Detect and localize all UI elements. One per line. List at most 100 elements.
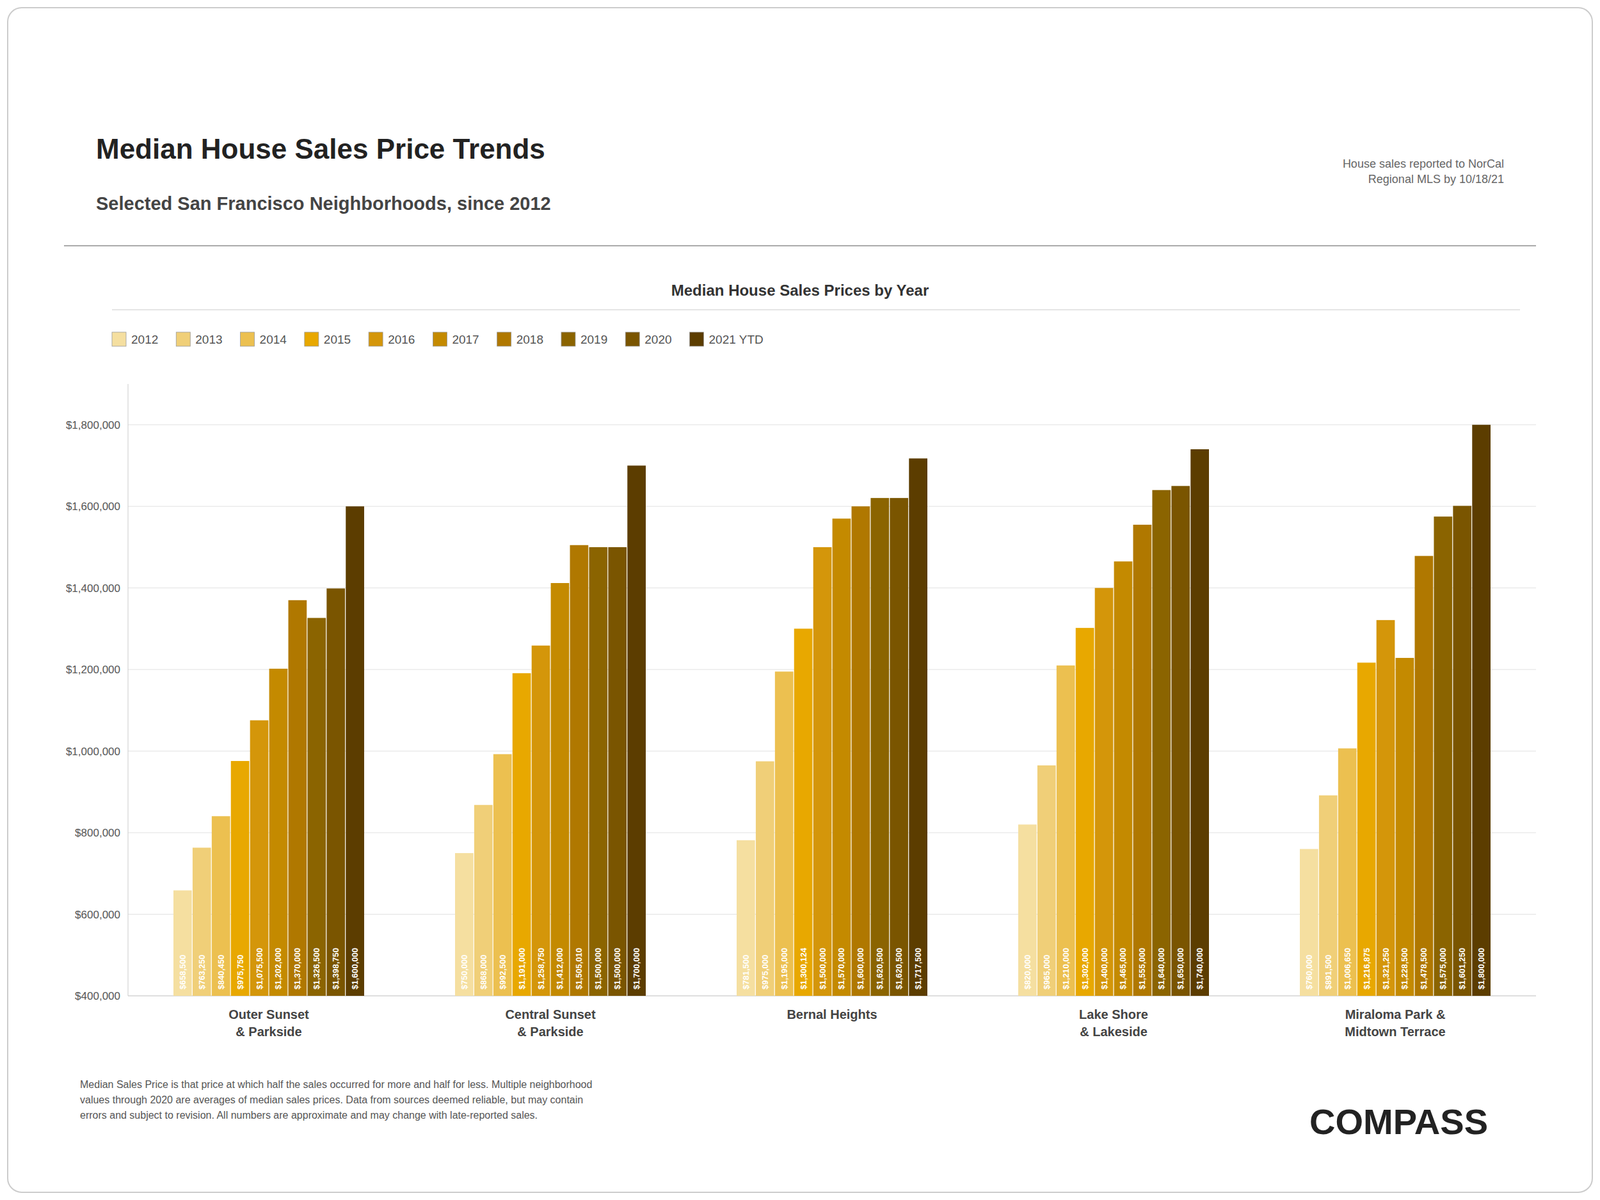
data-label: $1,300,124 <box>798 947 809 990</box>
data-label: $1,195,000 <box>779 947 790 990</box>
text-line: & Parkside <box>235 1024 302 1039</box>
data-label: $1,465,000 <box>1118 947 1128 990</box>
bar <box>1114 561 1133 996</box>
legend-label: 2021 YTD <box>709 332 764 347</box>
grid-line <box>128 424 1536 425</box>
data-label: $1,400,000 <box>1099 947 1110 990</box>
data-label: $1,398,750 <box>330 947 341 990</box>
y-tick-label: $1,000,000 <box>65 745 121 758</box>
bar <box>813 547 832 996</box>
bar <box>1056 665 1076 996</box>
data-label: $1,575,000 <box>1438 947 1448 990</box>
grid-line <box>128 587 1536 589</box>
bar <box>870 497 889 996</box>
data-label: $781,500 <box>741 954 751 990</box>
bar <box>794 628 813 996</box>
data-label: $1,228,500 <box>1399 947 1410 990</box>
bar <box>851 506 871 996</box>
data-label: $1,620,500 <box>874 947 885 990</box>
bar <box>775 671 794 996</box>
bar <box>588 547 608 996</box>
legend-label: 2019 <box>580 332 608 347</box>
data-label: $1,302,000 <box>1080 947 1090 990</box>
legend-swatch <box>368 332 383 347</box>
bar <box>1133 524 1152 996</box>
legend-swatch <box>176 332 191 347</box>
text-line: Central Sunset <box>504 1007 596 1022</box>
data-label: $1,600,000 <box>855 947 866 990</box>
data-label: $1,478,500 <box>1418 947 1429 990</box>
legend-label: 2016 <box>387 332 415 347</box>
legend-swatch <box>304 332 319 347</box>
legend-label: 2020 <box>644 332 672 347</box>
bar <box>250 720 269 996</box>
y-tick-label: $800,000 <box>74 826 121 840</box>
text-line: Miraloma Park & <box>1345 1007 1446 1022</box>
data-label: $891,500 <box>1323 954 1334 990</box>
bar <box>551 583 570 996</box>
data-label: $1,216,875 <box>1361 947 1372 990</box>
bar <box>1357 662 1376 996</box>
legend-swatch <box>112 332 127 347</box>
data-label: $1,500,000 <box>817 947 828 990</box>
data-label: $1,412,000 <box>554 947 565 990</box>
note: House sales reported to NorCalRegional M… <box>1342 157 1504 186</box>
bar <box>889 497 909 996</box>
text-line: values through 2020 are averages of medi… <box>80 1094 584 1106</box>
data-label: $975,000 <box>760 954 770 990</box>
data-label: $1,075,500 <box>254 947 265 990</box>
legend-label: 2012 <box>131 332 159 347</box>
legend-swatch <box>432 332 447 347</box>
data-label: $1,555,000 <box>1137 947 1147 990</box>
bar <box>307 618 326 996</box>
data-label: $750,000 <box>459 954 470 990</box>
data-label: $975,750 <box>235 954 246 990</box>
text-line: Midtown Terrace <box>1344 1024 1446 1039</box>
bar <box>608 547 627 996</box>
data-label: $1,800,000 <box>1476 947 1487 990</box>
text-line: & Parkside <box>517 1024 584 1039</box>
bar <box>755 761 775 996</box>
data-label: $1,700,000 <box>631 947 642 990</box>
data-label: $840,450 <box>216 954 226 990</box>
bar <box>1037 765 1056 996</box>
logo: COMPASS <box>1309 1101 1488 1142</box>
bars <box>173 424 1491 996</box>
grid-line <box>128 506 1536 507</box>
data-label: $868,000 <box>478 954 489 990</box>
bar <box>1472 424 1491 996</box>
data-label: $1,601,250 <box>1457 947 1467 990</box>
legend-swatch <box>561 332 576 347</box>
text-line: errors and subject to revision. All numb… <box>80 1109 538 1121</box>
bar <box>512 673 532 996</box>
legend-label: 2013 <box>195 332 223 347</box>
bar <box>627 465 646 996</box>
legend-label: 2018 <box>516 332 544 347</box>
legend-swatch <box>497 332 512 347</box>
bar <box>211 816 231 996</box>
bar <box>493 753 512 996</box>
subtitle: Selected San Francisco Neighborhoods, si… <box>96 193 552 214</box>
background <box>0 0 1600 1200</box>
text-line: Outer Sunset <box>228 1007 310 1022</box>
bar <box>1075 627 1095 996</box>
data-label: $760,000 <box>1304 954 1314 990</box>
bar <box>1415 556 1434 996</box>
x-tick-label: Central Sunset & Parkside <box>504 1007 596 1039</box>
text-line: Bernal Heights <box>786 1007 877 1022</box>
data-label: $1,640,000 <box>1156 947 1167 990</box>
data-label: $763,250 <box>197 954 207 990</box>
data-label: $1,740,000 <box>1194 947 1205 990</box>
legend-swatch <box>240 332 255 347</box>
bar <box>1338 748 1357 996</box>
bar <box>269 668 288 996</box>
x-tick-label: Bernal Heights <box>786 1007 877 1022</box>
bar <box>1152 490 1171 996</box>
legend-label: 2017 <box>451 332 479 347</box>
bar <box>455 853 474 996</box>
bar <box>345 506 365 996</box>
page-border <box>7 7 1593 1193</box>
data-label: $1,600,000 <box>350 947 360 990</box>
data-label: $992,500 <box>497 954 508 990</box>
bar <box>832 518 852 996</box>
